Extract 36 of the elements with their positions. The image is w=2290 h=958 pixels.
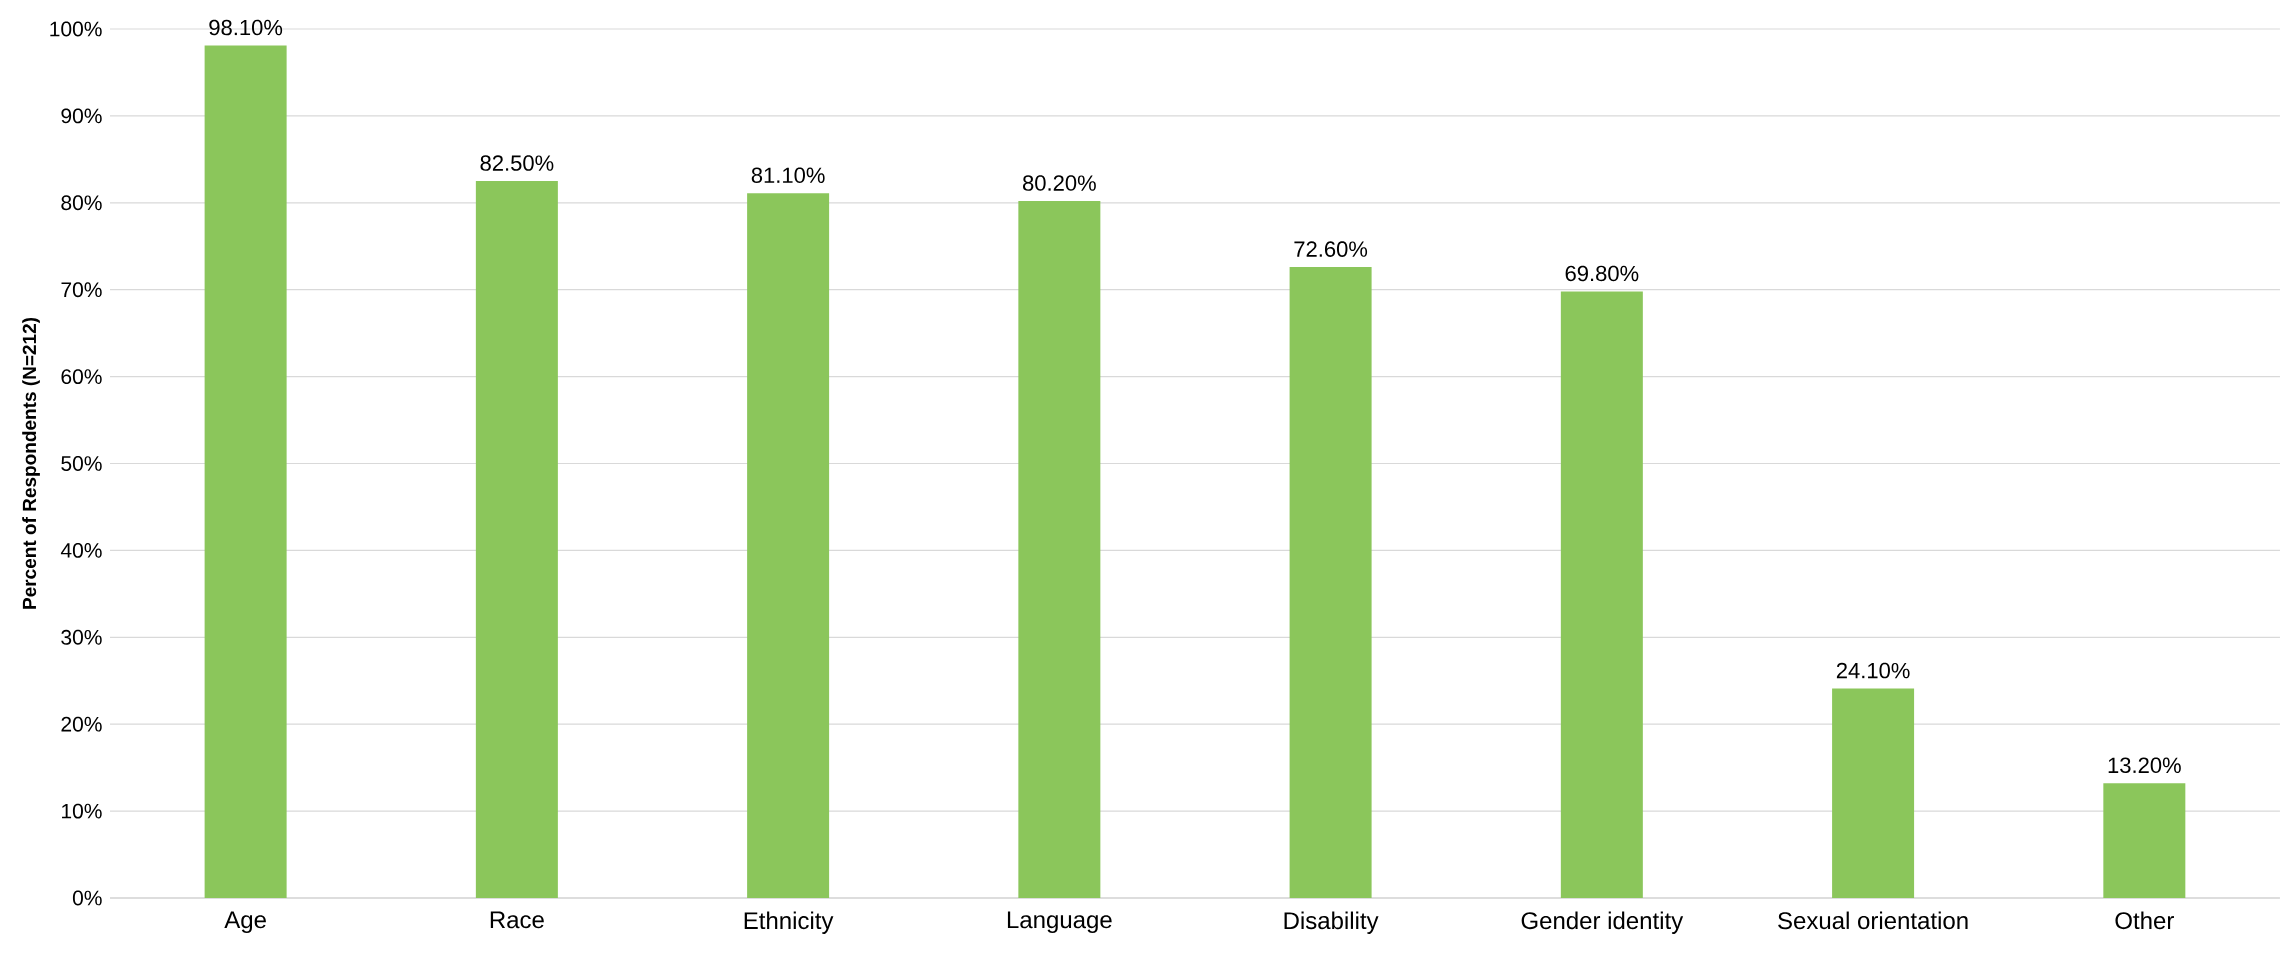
data-label: 69.80% [1565, 265, 1639, 282]
x-tick-label: Disability [1284, 911, 1379, 934]
y-tick-label: 90% [61, 108, 102, 124]
x-tick-label: Gender identity [1521, 911, 1684, 934]
data-label: 72.60% [1294, 241, 1368, 257]
bar [1289, 267, 1372, 898]
y-axis-title: Percent of Respondents (N=212) [22, 317, 40, 609]
data-label: 13.20% [2108, 757, 2181, 774]
data-label: 24.10% [1836, 662, 1910, 679]
x-tick-label: Sexual orientation [1778, 911, 1968, 930]
bar [747, 193, 830, 898]
y-tick-label: 70% [61, 282, 102, 298]
y-tick-label: 20% [61, 716, 102, 732]
x-tick-label: Ethnicity [744, 911, 834, 934]
y-tick-label: 10% [62, 803, 102, 819]
bar [475, 181, 558, 898]
bar [204, 45, 287, 898]
data-label: 81.10% [751, 167, 825, 184]
y-tick-label: 0% [72, 890, 102, 906]
data-label: 80.20% [1023, 175, 1096, 191]
bar [1560, 291, 1643, 898]
x-tick-label: Race [490, 911, 544, 929]
x-tick-label: Other [2115, 911, 2174, 930]
y-tick-label: 60% [61, 369, 102, 385]
y-tick-label: 80% [61, 195, 102, 211]
bar [1018, 201, 1101, 898]
x-tick-label: Age [224, 911, 266, 934]
y-tick-label: 30% [61, 629, 102, 645]
data-label: 82.50% [480, 155, 554, 171]
y-tick-label: 100% [50, 21, 102, 37]
y-tick-label: 50% [61, 456, 102, 471]
y-tick-label: 40% [60, 542, 102, 558]
data-label: 98.10% [209, 19, 283, 36]
bar [2103, 783, 2186, 898]
bar [1832, 688, 1915, 898]
x-tick-label: Language [1007, 911, 1112, 934]
